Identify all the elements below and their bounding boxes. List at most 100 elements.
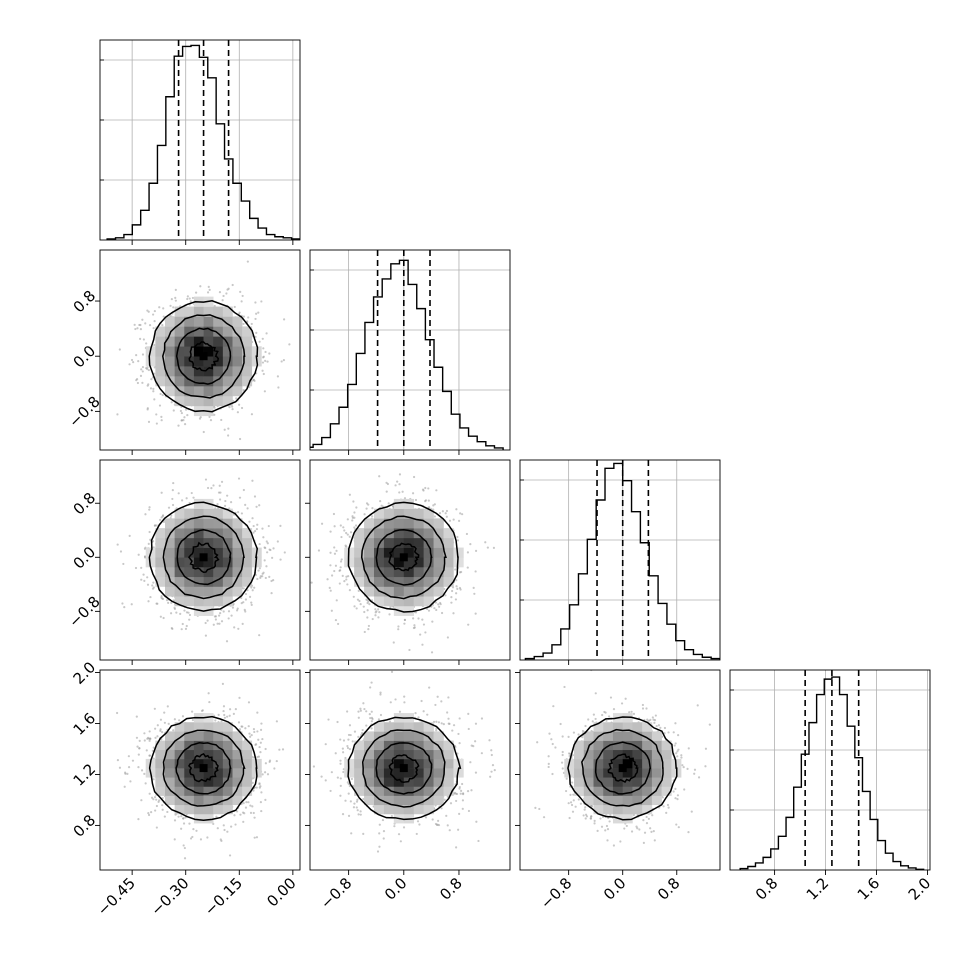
scatter-point	[199, 838, 203, 841]
scatter-point	[222, 705, 226, 708]
scatter-point	[445, 515, 448, 518]
scatter-point	[262, 536, 265, 539]
scatter-point	[128, 363, 131, 366]
density-cell	[374, 576, 385, 587]
density-cell	[184, 567, 195, 578]
scatter-point	[427, 609, 431, 612]
density-cell	[374, 567, 385, 578]
density-cell	[203, 356, 214, 367]
scatter-point	[320, 522, 324, 525]
scatter-point	[252, 531, 255, 534]
scatter-point	[171, 497, 174, 501]
density-cell	[383, 567, 395, 578]
density-cell	[383, 576, 395, 587]
density-cell	[443, 576, 454, 587]
density-cell	[193, 605, 204, 616]
scatter-point	[264, 576, 267, 580]
scatter-point	[218, 290, 222, 294]
scatter-point	[465, 532, 469, 536]
scatter-point	[353, 526, 356, 529]
scatter-point	[199, 285, 202, 288]
density-cell	[184, 376, 195, 387]
scatter-point	[326, 578, 329, 581]
scatter-point	[119, 550, 123, 553]
scatter-point	[264, 350, 267, 354]
scatter-point	[283, 318, 286, 321]
density-cell	[393, 557, 405, 568]
density-cell	[203, 508, 214, 519]
density-cell	[413, 557, 424, 568]
density-cell	[222, 356, 233, 367]
scatter-point	[450, 601, 453, 604]
hist-panel-2	[519, 459, 721, 665]
scatter-point	[146, 408, 149, 411]
scatter-point	[158, 306, 161, 309]
density-cell	[242, 557, 253, 568]
density-cell	[354, 567, 365, 578]
density-cell	[184, 306, 195, 317]
density-cell	[374, 518, 385, 529]
scatter-point	[177, 424, 180, 427]
scatter-point	[413, 626, 416, 629]
scatter-point	[208, 288, 211, 291]
density-cell	[174, 518, 185, 529]
scatter-point	[355, 506, 358, 509]
y-tick-label: −0.8	[65, 593, 103, 631]
density-cell	[423, 557, 434, 568]
scatter-point	[150, 811, 153, 814]
scatter-point	[365, 507, 368, 510]
scatter-point	[265, 332, 268, 335]
density-cell	[184, 316, 195, 327]
scatter-point	[310, 581, 313, 584]
scatter-point	[317, 549, 321, 552]
scatter-point	[448, 519, 452, 522]
scatter-point	[250, 603, 253, 606]
density-cell	[403, 518, 415, 529]
scatter-point	[248, 520, 251, 523]
scatter-point	[378, 611, 381, 614]
joint-panel-3-0: −0.45 −0.30 −0.15 0.002.01.61.20.8	[70, 658, 301, 919]
scatter-point	[94, 342, 96, 344]
scatter-point	[221, 682, 224, 686]
scatter-point	[212, 484, 215, 487]
density-cell	[232, 326, 243, 337]
contour-level-0	[188, 341, 220, 372]
scatter-point	[268, 575, 271, 578]
scatter-point	[246, 260, 249, 263]
scatter-point	[189, 300, 192, 303]
density-cell	[423, 508, 434, 519]
joint-panel-2-1	[305, 459, 511, 665]
scatter-point	[147, 310, 150, 313]
scatter-point	[137, 360, 140, 363]
density-cell	[184, 366, 195, 377]
scatter-point	[173, 819, 177, 822]
scatter-point	[161, 471, 163, 473]
scatter-point	[469, 542, 472, 546]
scatter-point	[346, 583, 349, 586]
scatter-point	[153, 398, 156, 401]
density-cell	[393, 547, 405, 558]
scatter-point	[266, 551, 269, 554]
scatter-point	[186, 414, 189, 417]
scatter-point	[445, 509, 449, 513]
scatter-point	[403, 618, 406, 622]
density-cell	[433, 518, 444, 529]
panel-content	[94, 260, 291, 473]
density-cell	[393, 567, 405, 578]
scatter-point	[139, 323, 142, 327]
density-cell	[232, 356, 243, 367]
joint-panel-2-0: 0.80.0−0.8	[65, 459, 301, 665]
scatter-point	[161, 796, 164, 800]
scatter-point	[191, 710, 194, 713]
scatter-point	[253, 379, 256, 383]
scatter-point	[216, 503, 219, 506]
density-cell	[203, 386, 214, 397]
scatter-point	[182, 822, 186, 825]
scatter-point	[258, 504, 261, 507]
scatter-point	[267, 524, 270, 528]
scatter-point	[170, 298, 173, 301]
scatter-point	[388, 613, 391, 616]
density-cell	[403, 537, 415, 548]
density-cell	[242, 576, 253, 587]
